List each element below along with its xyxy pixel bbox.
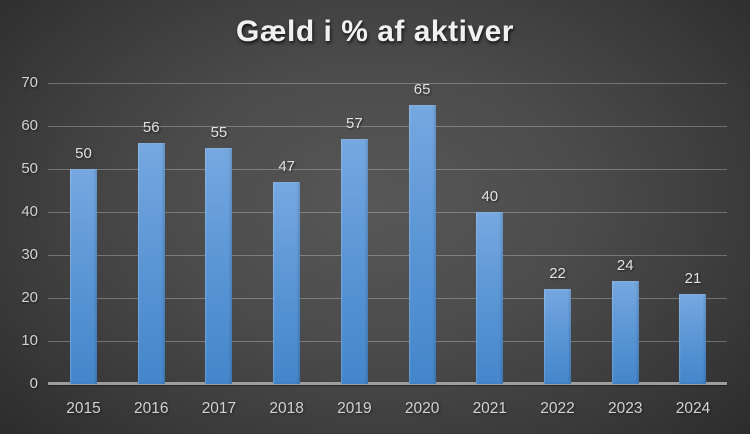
data-label-2018: 47 [278,157,295,175]
x-tick-label-2016: 2016 [133,400,169,417]
y-tick-label: 70 [21,74,38,91]
bar-2017 [205,147,233,384]
data-label-2019: 57 [346,114,363,132]
bar-2019 [340,138,368,384]
x-tick-label-2015: 2015 [66,400,101,417]
x-tick-label-2017: 2017 [201,400,237,417]
x-axis-line [48,382,727,385]
gridline-y-30 [48,255,727,256]
y-tick-label: 0 [29,375,38,392]
y-tick-label: 40 [21,203,38,220]
x-tick-label-2023: 2023 [608,400,643,417]
plot-area: 50 56 55 47 57 65 40 22 24 21 [48,80,727,385]
bar-2023 [611,280,639,384]
gridline-y-50 [48,169,727,170]
x-tick-label-2018: 2018 [269,400,304,417]
y-tick-label: 10 [21,332,38,349]
data-label-2021: 40 [481,188,499,205]
x-tick-label-2022: 2022 [540,400,575,417]
x-tick-label-2019: 2019 [337,400,372,417]
y-tick-label: 60 [21,117,38,134]
bar-2015 [70,169,97,384]
bar-2020 [408,104,436,384]
data-label-2017: 55 [210,123,228,141]
y-tick-label: 50 [21,160,38,177]
bar-2016 [137,143,165,384]
x-tick-label-2021: 2021 [472,400,508,417]
y-tick-label: 30 [21,246,38,263]
gridline-y-20 [48,298,727,299]
x-tick-label-2020: 2020 [404,400,440,417]
data-label-2016: 56 [142,119,160,137]
bar-2021 [476,212,504,384]
data-label-2015: 50 [75,145,92,162]
bar-2018 [273,181,301,384]
gridline-y-10 [48,341,727,342]
x-tick-label-2024: 2024 [675,400,711,417]
data-label-2023: 24 [616,256,634,274]
data-label-2020: 65 [413,80,431,98]
chart-title: Gæld i % af aktiver [236,15,514,48]
data-label-2022: 22 [549,265,566,283]
gridline-y-40 [48,212,727,213]
bar-2022 [544,289,572,384]
y-tick-label: 20 [21,289,38,306]
gridline-y-60 [48,126,727,127]
data-label-2024: 21 [684,269,702,287]
bar-2024 [679,293,707,384]
gridline-y-70 [48,83,727,84]
